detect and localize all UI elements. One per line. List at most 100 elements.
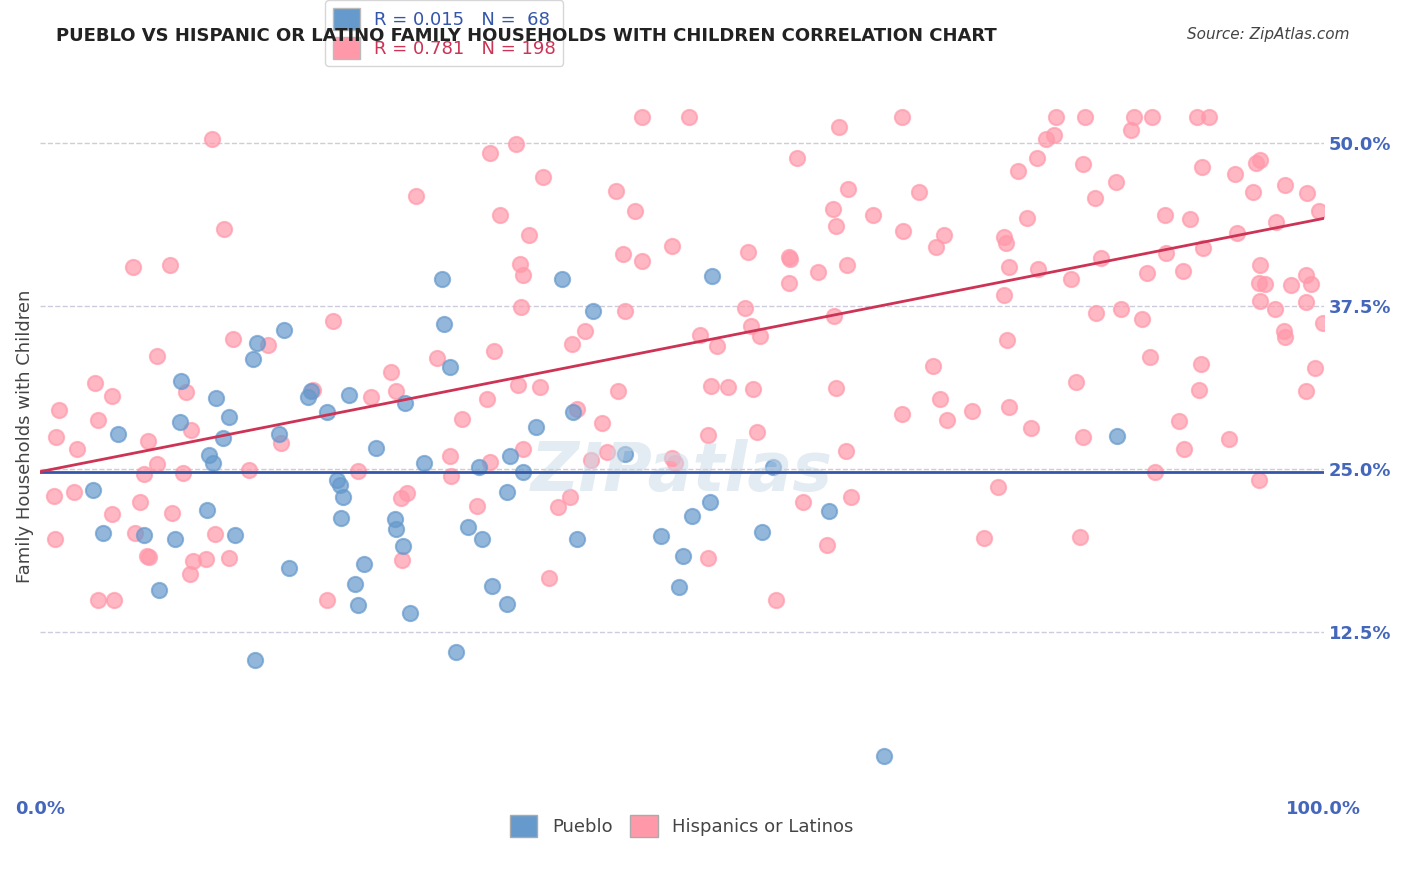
Point: [706, 339, 728, 353]
Point: [101, 507, 124, 521]
Point: [529, 380, 551, 394]
Point: [596, 445, 619, 459]
Point: [270, 436, 292, 450]
Point: [873, 749, 896, 764]
Point: [205, 391, 228, 405]
Point: [993, 229, 1015, 244]
Point: [823, 202, 845, 216]
Point: [444, 645, 467, 659]
Point: [630, 110, 652, 124]
Point: [267, 427, 290, 442]
Point: [891, 224, 914, 238]
Point: [779, 252, 801, 266]
Point: [1226, 226, 1249, 240]
Point: [195, 503, 218, 517]
Point: [136, 434, 159, 448]
Point: [1168, 414, 1191, 428]
Point: [172, 466, 194, 480]
Point: [1130, 312, 1153, 326]
Point: [700, 379, 723, 393]
Point: [908, 185, 931, 199]
Point: [630, 253, 652, 268]
Point: [1295, 384, 1317, 398]
Point: [1274, 329, 1296, 343]
Point: [960, 404, 983, 418]
Point: [1244, 156, 1267, 170]
Point: [1295, 268, 1317, 282]
Point: [1253, 277, 1275, 292]
Point: [1017, 211, 1039, 226]
Point: [613, 447, 636, 461]
Point: [1272, 325, 1295, 339]
Point: [1249, 153, 1271, 168]
Point: [439, 449, 461, 463]
Point: [1192, 241, 1215, 255]
Point: [148, 582, 170, 597]
Point: [170, 374, 193, 388]
Point: [430, 271, 453, 285]
Point: [1274, 178, 1296, 192]
Point: [169, 415, 191, 429]
Point: [256, 338, 278, 352]
Point: [426, 351, 449, 365]
Point: [1295, 294, 1317, 309]
Point: [1105, 175, 1128, 189]
Point: [607, 384, 630, 398]
Point: [561, 405, 583, 419]
Point: [218, 410, 240, 425]
Point: [346, 599, 368, 613]
Point: [613, 304, 636, 318]
Point: [1156, 246, 1178, 260]
Point: [762, 459, 785, 474]
Point: [1218, 433, 1240, 447]
Point: [1119, 122, 1142, 136]
Point: [1105, 428, 1128, 442]
Point: [1143, 466, 1166, 480]
Point: [496, 597, 519, 611]
Point: [749, 329, 772, 343]
Point: [537, 571, 560, 585]
Point: [579, 453, 602, 467]
Point: [524, 419, 547, 434]
Point: [1189, 357, 1212, 371]
Point: [512, 465, 534, 479]
Point: [1064, 376, 1087, 390]
Point: [212, 431, 235, 445]
Point: [825, 219, 848, 233]
Point: [107, 426, 129, 441]
Point: [392, 539, 415, 553]
Point: [837, 259, 859, 273]
Point: [1296, 186, 1319, 200]
Point: [302, 384, 325, 398]
Point: [48, 403, 70, 417]
Point: [398, 606, 420, 620]
Point: [533, 170, 555, 185]
Point: [1026, 261, 1049, 276]
Point: [146, 349, 169, 363]
Point: [818, 504, 841, 518]
Point: [509, 257, 531, 271]
Point: [91, 526, 114, 541]
Point: [935, 412, 957, 426]
Point: [1264, 301, 1286, 316]
Point: [385, 522, 408, 536]
Point: [558, 490, 581, 504]
Point: [1045, 110, 1067, 124]
Point: [439, 360, 461, 375]
Point: [1185, 110, 1208, 124]
Point: [329, 477, 352, 491]
Point: [925, 239, 948, 253]
Point: [612, 247, 634, 261]
Point: [998, 260, 1021, 274]
Point: [1241, 185, 1264, 199]
Point: [778, 276, 800, 290]
Point: [922, 359, 945, 373]
Point: [316, 592, 339, 607]
Point: [475, 392, 498, 406]
Point: [101, 389, 124, 403]
Point: [1279, 277, 1302, 292]
Point: [745, 425, 768, 439]
Point: [591, 417, 613, 431]
Point: [1265, 215, 1288, 229]
Point: [1178, 211, 1201, 226]
